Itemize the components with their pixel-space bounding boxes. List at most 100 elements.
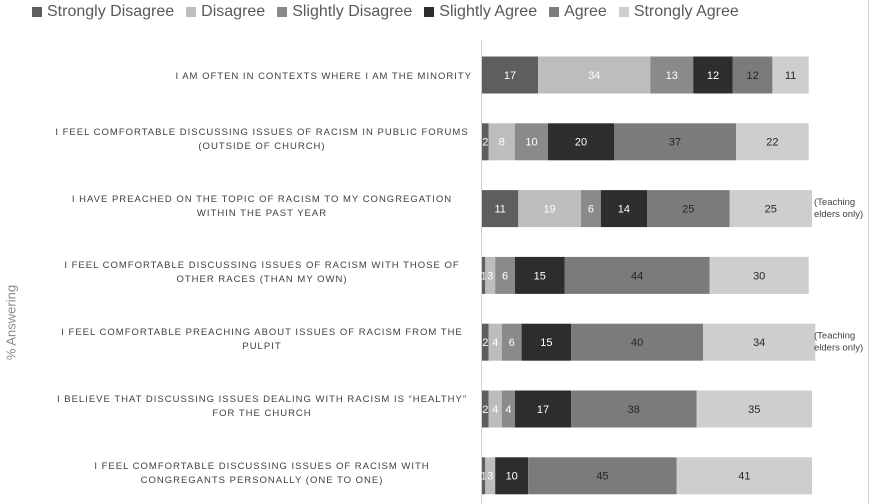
data-label: 2 bbox=[482, 404, 488, 416]
data-label: 12 bbox=[707, 70, 719, 82]
data-label: 37 bbox=[669, 137, 681, 149]
bar-segment bbox=[482, 457, 486, 495]
data-label: 4 bbox=[492, 404, 498, 416]
note: (Teaching bbox=[814, 331, 855, 342]
bar-segment bbox=[488, 390, 502, 428]
y-axis-label: % Answering bbox=[3, 284, 19, 361]
data-label: 19 bbox=[544, 204, 556, 216]
bar-segment bbox=[614, 123, 737, 161]
legend-item: Disagree bbox=[186, 3, 265, 21]
data-label: 38 bbox=[628, 404, 640, 416]
bar-segment bbox=[528, 457, 677, 495]
bar-segment bbox=[732, 56, 773, 94]
bar-segment bbox=[482, 190, 519, 228]
category-label-box: I FEEL COMFORTABLE PREACHING ABOUT ISSUE… bbox=[52, 326, 472, 354]
data-label: 22 bbox=[766, 137, 778, 149]
bar-segment bbox=[729, 190, 812, 228]
bar-segment bbox=[696, 390, 812, 428]
data-label: 3 bbox=[487, 471, 493, 483]
bar-segment bbox=[571, 390, 697, 428]
category-label: I FEEL COMFORTABLE DISCUSSING ISSUES OF … bbox=[55, 126, 469, 152]
bar-segment bbox=[482, 56, 539, 94]
legend-label: Disagree bbox=[201, 3, 266, 20]
bar-segment bbox=[564, 256, 710, 294]
data-label: 34 bbox=[588, 70, 600, 82]
bar-segment bbox=[482, 323, 489, 361]
data-label: 4 bbox=[505, 404, 511, 416]
bar-segment bbox=[485, 256, 496, 294]
legend-label: Agree bbox=[564, 3, 607, 20]
bar-segment bbox=[482, 256, 486, 294]
data-label: 3 bbox=[487, 270, 493, 282]
bar-segment bbox=[482, 123, 489, 161]
category-label-box: I FEEL COMFORTABLE DISCUSSING ISSUES OF … bbox=[52, 460, 472, 488]
category-label-box: I HAVE PREACHED ON THE TOPIC OF RACISM T… bbox=[52, 193, 472, 221]
legend-label: Slightly Disagree bbox=[292, 3, 413, 20]
bar-segment bbox=[571, 323, 704, 361]
bar-segment bbox=[485, 457, 496, 495]
category-label: I HAVE PREACHED ON THE TOPIC OF RACISM T… bbox=[71, 193, 453, 219]
data-label: 13 bbox=[666, 70, 678, 82]
legend-swatch bbox=[424, 7, 435, 17]
category-label-box: I FEEL COMFORTABLE DISCUSSING ISSUES OF … bbox=[52, 259, 472, 287]
data-label: 4 bbox=[492, 337, 498, 349]
bar-segment bbox=[709, 256, 809, 294]
legend-item: Slightly Agree bbox=[424, 3, 537, 21]
note: elders only) bbox=[814, 343, 863, 354]
legend-item: Agree bbox=[549, 3, 607, 21]
category-label: I AM OFTEN IN CONTEXTS WHERE I AM THE MI… bbox=[175, 71, 472, 82]
data-label: 11 bbox=[785, 70, 796, 82]
category-label: I FEEL COMFORTABLE PREACHING ABOUT ISSUE… bbox=[61, 327, 463, 353]
bar-segment bbox=[488, 123, 515, 161]
bar-segment bbox=[676, 457, 812, 495]
legend-label: Strongly Disagree bbox=[47, 3, 175, 20]
data-label: 17 bbox=[504, 70, 516, 82]
legend-swatch bbox=[186, 7, 197, 17]
data-label: 2 bbox=[482, 337, 488, 349]
data-label: 1 bbox=[481, 270, 487, 282]
data-label: 6 bbox=[502, 270, 508, 282]
bar-segment bbox=[515, 123, 548, 161]
data-label: 2 bbox=[482, 137, 488, 149]
data-label: 25 bbox=[765, 204, 777, 216]
data-label: 6 bbox=[509, 337, 515, 349]
data-label: 14 bbox=[618, 204, 630, 216]
note: (Teaching bbox=[814, 197, 855, 208]
bar-segment bbox=[703, 323, 816, 361]
bar-segment bbox=[521, 323, 572, 361]
note: elders only) bbox=[814, 209, 863, 220]
category-label-box: I AM OFTEN IN CONTEXTS WHERE I AM THE MI… bbox=[52, 66, 472, 84]
bar-segment bbox=[495, 457, 529, 495]
data-label: 35 bbox=[748, 404, 760, 416]
category-label: I FEEL COMFORTABLE DISCUSSING ISSUES OF … bbox=[64, 260, 460, 286]
data-label: 25 bbox=[682, 204, 694, 216]
bar-segment bbox=[600, 190, 647, 228]
category-label-box: I BELIEVE THAT DISCUSSING ISSUES DEALING… bbox=[52, 393, 472, 421]
category-label-box: I FEEL COMFORTABLE DISCUSSING ISSUES OF … bbox=[52, 126, 472, 154]
bar-segment bbox=[482, 390, 489, 428]
data-label: 1 bbox=[481, 471, 487, 483]
bar-segment bbox=[501, 323, 522, 361]
legend-item: Strongly Disagree bbox=[32, 3, 174, 21]
bar-segment bbox=[495, 256, 515, 294]
bar-segment bbox=[515, 256, 565, 294]
bar-segment bbox=[488, 323, 502, 361]
data-label: 8 bbox=[499, 137, 505, 149]
bar-segment bbox=[501, 390, 515, 428]
bar-segment bbox=[693, 56, 733, 94]
bar-segment bbox=[548, 123, 614, 161]
data-label: 41 bbox=[738, 471, 750, 483]
data-label: 44 bbox=[631, 270, 643, 282]
data-label: 20 bbox=[575, 137, 587, 149]
legend: Strongly Disagree Disagree Slightly Disagr… bbox=[32, 3, 739, 21]
legend-swatch bbox=[32, 7, 42, 17]
legend-swatch bbox=[618, 7, 629, 17]
data-label: 12 bbox=[746, 70, 758, 82]
data-label: 10 bbox=[525, 137, 537, 149]
legend-label: Slightly Agree bbox=[439, 3, 538, 20]
bar-segment bbox=[515, 390, 572, 428]
data-label: 34 bbox=[753, 337, 765, 349]
bar-segment bbox=[581, 190, 601, 228]
bar-segment bbox=[736, 123, 809, 161]
